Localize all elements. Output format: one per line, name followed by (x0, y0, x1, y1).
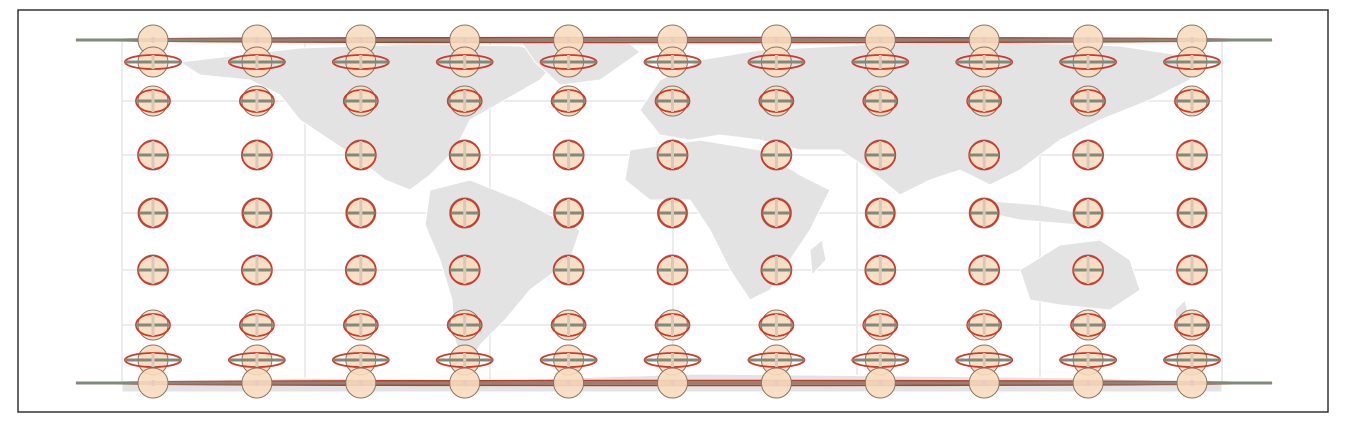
north-america (178, 43, 561, 191)
indicatrices (75, 24, 1273, 399)
madagascar (809, 239, 827, 277)
land (121, 35, 1223, 393)
